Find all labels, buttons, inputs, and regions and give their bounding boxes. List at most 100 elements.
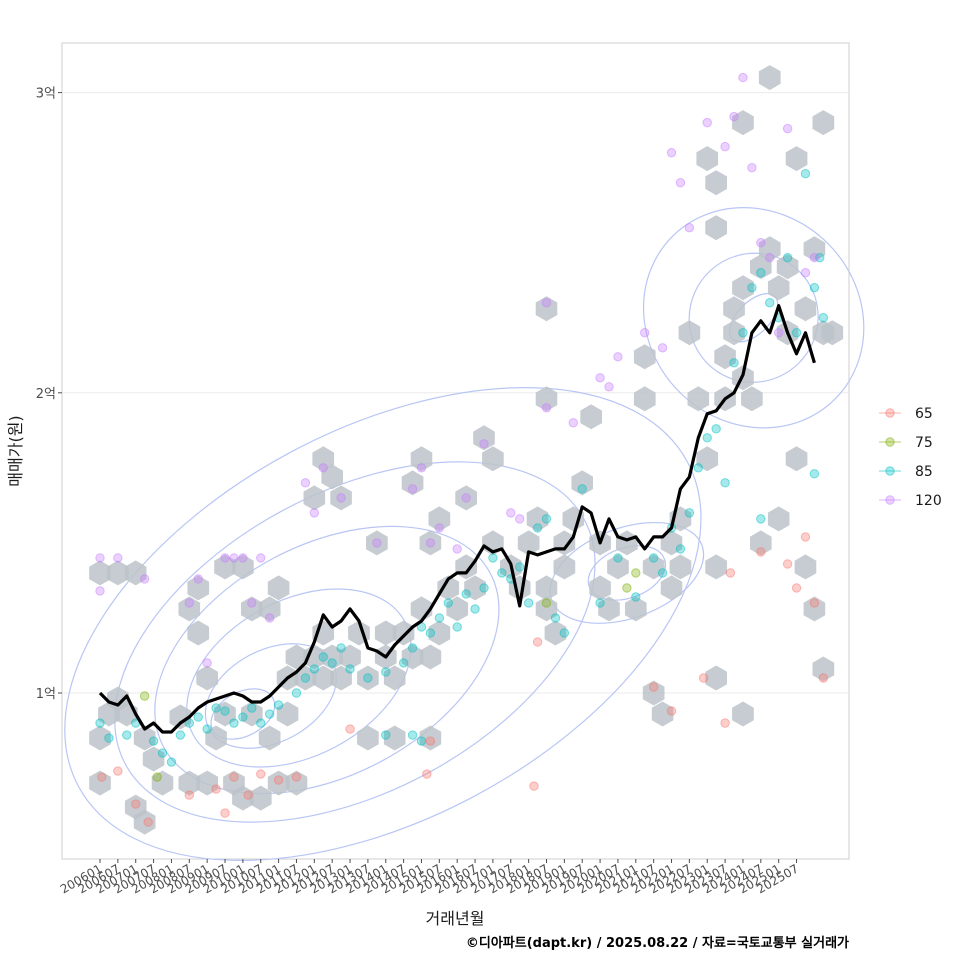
point-85 bbox=[345, 664, 355, 674]
point-65 bbox=[229, 772, 239, 782]
hexbin bbox=[750, 530, 772, 556]
point-65 bbox=[425, 736, 436, 746]
point-65 bbox=[720, 718, 730, 728]
point-85 bbox=[229, 718, 239, 728]
point-65 bbox=[698, 673, 709, 683]
point-85 bbox=[425, 628, 436, 638]
point-85 bbox=[273, 700, 284, 710]
hexbin bbox=[696, 146, 719, 172]
point-120 bbox=[729, 111, 739, 122]
hexbin bbox=[723, 320, 745, 346]
hexbin bbox=[625, 596, 647, 622]
hexbin bbox=[803, 596, 826, 622]
point-120 bbox=[604, 382, 614, 392]
point-120 bbox=[613, 352, 623, 362]
hexbin bbox=[669, 554, 692, 580]
point-85 bbox=[541, 514, 552, 524]
point-85 bbox=[800, 168, 811, 179]
point-85 bbox=[765, 298, 775, 308]
point-120 bbox=[541, 298, 552, 308]
point-65 bbox=[291, 772, 302, 782]
hexbin bbox=[732, 701, 754, 727]
hexbin bbox=[419, 644, 442, 670]
point-85 bbox=[264, 709, 275, 719]
hexbin bbox=[124, 560, 147, 586]
point-85 bbox=[300, 673, 311, 683]
point-120 bbox=[95, 553, 105, 563]
hexbin bbox=[303, 485, 326, 511]
point-120 bbox=[479, 439, 489, 449]
hexbin bbox=[776, 254, 799, 280]
point-120 bbox=[702, 117, 712, 128]
y-tick-label: 3억 bbox=[36, 87, 56, 102]
point-85 bbox=[782, 253, 793, 263]
point-120 bbox=[220, 553, 230, 563]
hexbin bbox=[633, 344, 656, 370]
hexbin bbox=[107, 560, 129, 586]
point-85 bbox=[122, 730, 132, 740]
hexbin bbox=[410, 446, 433, 472]
point-120 bbox=[506, 508, 516, 518]
legend-key-point bbox=[885, 495, 895, 505]
point-120 bbox=[452, 544, 462, 554]
point-85 bbox=[809, 283, 820, 293]
hexbin bbox=[178, 596, 201, 622]
point-120 bbox=[425, 538, 436, 548]
point-120 bbox=[782, 123, 793, 134]
legend-key-point bbox=[885, 466, 895, 476]
point-85 bbox=[809, 469, 820, 479]
point-120 bbox=[773, 328, 784, 338]
point-65 bbox=[529, 781, 539, 791]
point-85 bbox=[515, 562, 525, 572]
point-85 bbox=[193, 712, 203, 722]
caption: ©디아파트(dapt.kr) / 2025.08.22 / 자료=국토교통부 실… bbox=[466, 935, 849, 951]
point-65 bbox=[184, 790, 195, 800]
hexbin bbox=[357, 665, 379, 691]
point-85 bbox=[452, 622, 462, 632]
point-85 bbox=[684, 508, 695, 518]
point-85 bbox=[95, 718, 105, 728]
hexbin bbox=[642, 554, 665, 580]
hexbin bbox=[142, 746, 165, 772]
point-120 bbox=[720, 141, 730, 152]
legend-key-point bbox=[885, 437, 895, 447]
y-tick-label: 1억 bbox=[36, 687, 56, 702]
point-120 bbox=[264, 613, 275, 623]
point-85 bbox=[815, 253, 825, 263]
point-65 bbox=[113, 766, 123, 776]
point-120 bbox=[800, 268, 811, 278]
point-85 bbox=[648, 553, 659, 563]
point-120 bbox=[95, 586, 105, 596]
point-65 bbox=[809, 598, 820, 608]
hexbin bbox=[196, 770, 218, 796]
hexbin bbox=[535, 386, 558, 412]
hexbin bbox=[178, 770, 201, 796]
hexbin bbox=[785, 146, 808, 172]
density-contour bbox=[154, 525, 500, 795]
hexbin bbox=[732, 275, 754, 301]
point-120 bbox=[738, 72, 748, 83]
point-85 bbox=[523, 598, 534, 608]
hexbin bbox=[526, 506, 549, 532]
point-120 bbox=[515, 514, 525, 524]
hexbin bbox=[133, 809, 156, 835]
point-65 bbox=[782, 559, 793, 569]
hexbin bbox=[544, 620, 567, 646]
hexbin bbox=[517, 530, 540, 556]
point-85 bbox=[202, 724, 212, 734]
legend-label: 120 bbox=[915, 493, 942, 509]
density-contour bbox=[688, 252, 819, 383]
point-85 bbox=[318, 652, 328, 662]
point-85 bbox=[479, 583, 489, 593]
hexbin bbox=[812, 110, 835, 136]
point-85 bbox=[157, 748, 168, 758]
point-85 bbox=[407, 643, 418, 653]
hexbin bbox=[660, 575, 683, 601]
hexbin bbox=[482, 446, 504, 472]
hexbin bbox=[723, 296, 745, 322]
point-85 bbox=[470, 604, 480, 614]
point-85 bbox=[238, 712, 248, 722]
hexbin bbox=[794, 554, 817, 580]
hexbin-layer bbox=[89, 65, 844, 835]
